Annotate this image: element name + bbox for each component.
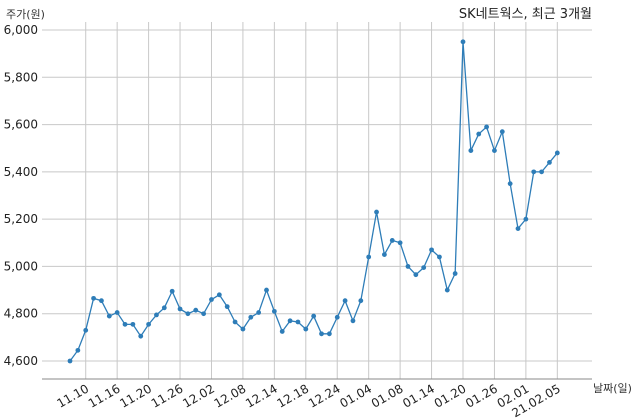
x-axis-title: 날짜(일) <box>593 381 632 395</box>
y-tick-label: 6,000 <box>4 23 38 37</box>
data-point <box>499 129 505 135</box>
data-point <box>106 313 112 319</box>
data-point <box>232 319 238 325</box>
x-tick-label: 12.18 <box>275 381 312 410</box>
chart-title: SK네트웍스, 최근 3개월 <box>459 7 592 22</box>
x-tick-label: 11.20 <box>117 381 154 410</box>
data-point <box>122 321 128 327</box>
y-tick-label: 5,000 <box>4 259 38 273</box>
data-point <box>366 254 372 260</box>
data-point <box>279 329 285 334</box>
data-point <box>161 305 167 311</box>
data-point <box>334 314 340 320</box>
y-tick-label: 4,800 <box>4 307 38 321</box>
data-point <box>531 169 537 175</box>
x-tick-label: 11.16 <box>86 381 123 410</box>
data-point <box>492 148 497 153</box>
y-tick-label: 5,400 <box>4 165 38 179</box>
data-point <box>295 319 301 325</box>
data-point <box>256 310 262 315</box>
grid <box>42 22 592 379</box>
data-point <box>319 331 324 337</box>
data-point <box>138 333 144 339</box>
x-tick-label: 01.04 <box>337 381 374 410</box>
x-tick-label: 01.20 <box>432 381 469 410</box>
data-point <box>130 321 136 327</box>
data-point <box>342 298 348 304</box>
data-point <box>429 247 434 253</box>
data-point <box>114 310 120 315</box>
data-point <box>452 271 458 276</box>
data-point <box>515 226 521 232</box>
data-point <box>83 327 89 333</box>
x-tick-label: 11.26 <box>149 381 186 410</box>
data-point <box>240 326 246 332</box>
y-tick-label: 5,200 <box>4 212 38 226</box>
data-point <box>169 288 175 294</box>
x-tick-labels: 11.1011.1611.2011.2612.0212.0812.1412.18… <box>54 381 562 419</box>
data-point <box>437 254 442 260</box>
data-point <box>484 124 489 130</box>
data-point <box>460 39 466 45</box>
x-tick-label: 01.08 <box>369 381 406 410</box>
data-point <box>185 311 191 317</box>
data-point <box>389 238 395 243</box>
data-point <box>374 209 379 215</box>
data-point <box>264 287 269 293</box>
data-point <box>421 265 427 271</box>
data-point <box>271 308 277 314</box>
data-point <box>539 169 544 175</box>
data-point <box>554 150 560 156</box>
y-axis-title: 주가(원) <box>6 8 45 21</box>
data-point <box>287 318 293 324</box>
x-tick-label: 12.14 <box>243 381 280 410</box>
data-point <box>382 252 387 258</box>
data-point <box>303 326 309 332</box>
data-point <box>216 292 222 298</box>
data-point <box>350 318 356 324</box>
data-point <box>91 295 96 301</box>
x-tick-label: 11.10 <box>54 381 91 410</box>
y-tick-labels: 4,600 4,800 5,000 5,200 5,400 5,600 5,800 6,000 <box>4 23 38 368</box>
y-tick-label: 4,600 <box>4 354 38 368</box>
x-tick-label: 01.26 <box>463 381 500 410</box>
data-point <box>444 287 450 293</box>
data-point <box>146 321 152 327</box>
x-tick-label: 01.14 <box>400 381 437 410</box>
data-point <box>468 148 474 153</box>
y-tick-label: 5,600 <box>4 118 38 132</box>
data-point <box>99 298 104 304</box>
data-point <box>209 297 214 302</box>
data-point <box>201 311 207 317</box>
data-point <box>75 347 81 353</box>
data-point <box>193 307 199 313</box>
data-point <box>311 313 317 319</box>
data-point <box>248 314 254 320</box>
data-point <box>476 131 482 137</box>
data-point <box>523 216 529 222</box>
data-point <box>177 306 183 312</box>
data-point <box>67 358 73 364</box>
price-points <box>67 39 560 364</box>
price-series-line <box>69 41 558 362</box>
y-tick-label: 5,800 <box>4 70 38 84</box>
data-point <box>405 264 411 269</box>
data-point <box>547 160 552 165</box>
data-point <box>358 298 364 304</box>
data-point <box>397 240 403 246</box>
data-point <box>154 312 159 318</box>
data-point <box>507 181 513 187</box>
x-tick-label: 12.24 <box>306 381 343 410</box>
data-point <box>326 331 332 337</box>
x-tick-label: 12.08 <box>212 381 249 410</box>
data-point <box>413 272 419 278</box>
x-tick-label: 12.02 <box>180 381 217 410</box>
data-point <box>224 304 230 310</box>
